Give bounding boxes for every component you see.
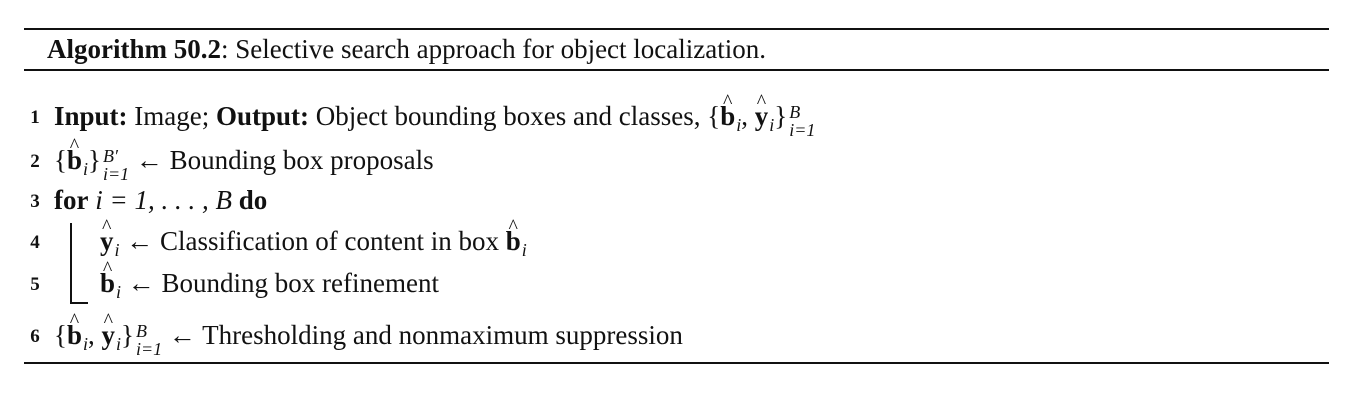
b-hat-symbol: b: [506, 225, 521, 257]
do-keyword: do: [238, 185, 268, 215]
input-text: Image;: [127, 101, 217, 131]
subscript: i=1: [789, 119, 816, 140]
loop-block-bar: [70, 223, 72, 304]
subscript-i: i: [83, 334, 89, 354]
subscript: i=1: [102, 163, 130, 184]
subscript-i: i: [116, 282, 122, 302]
close-brace: }: [121, 320, 134, 350]
line-number: 6: [30, 326, 40, 347]
line-content: {bi, yi}Bi=1 ← Thresholding and nonmaxim…: [54, 319, 683, 358]
bottom-rule: [24, 362, 1329, 364]
line-number: 4: [30, 232, 40, 253]
line-number: 2: [30, 151, 40, 172]
algorithm-label: Algorithm 50.2: [47, 34, 221, 64]
output-keyword: Output:: [216, 101, 310, 131]
superscript: B: [789, 101, 801, 122]
caption-rule: [24, 69, 1329, 71]
set-limits: B′ i=1: [103, 147, 129, 183]
close-brace: }: [88, 145, 101, 175]
line-number: 3: [30, 191, 40, 212]
b-hat-symbol: b: [720, 100, 735, 132]
line-content: bi ← Bounding box refinement: [100, 267, 439, 302]
b-hat-symbol: b: [100, 267, 115, 299]
b-hat-symbol: b: [67, 319, 82, 351]
comma: ,: [88, 320, 102, 350]
close-brace: }: [774, 101, 788, 131]
superscript: B′: [102, 145, 118, 166]
line-text: ← Thresholding and nonmaximum suppressio…: [162, 320, 683, 350]
open-brace: {: [54, 320, 67, 350]
b-hat-symbol: b: [67, 144, 82, 176]
subscript: i=1: [136, 338, 163, 359]
input-keyword: Input:: [54, 101, 128, 131]
subscript-i: i: [83, 159, 89, 179]
line-text: ← Bounding box proposals: [129, 145, 434, 175]
line-number: 1: [30, 107, 40, 128]
output-text: Object bounding boxes and classes, {: [309, 101, 721, 131]
subscript-i: i: [736, 115, 742, 135]
subscript-i: i: [521, 240, 527, 260]
open-brace: {: [54, 145, 67, 175]
loop-range: i = 1, . . . , B: [88, 185, 239, 215]
top-rule: [24, 28, 1329, 30]
line-content: {bi}B′i=1 ← Bounding box proposals: [54, 144, 434, 183]
line-text: ← Bounding box refinement: [121, 268, 439, 298]
subscript-i: i: [769, 115, 775, 135]
loop-block-end: [70, 302, 88, 304]
line-content: yi ← Classification of content in box bi: [100, 225, 527, 260]
y-hat-symbol: y: [755, 100, 769, 132]
line-content: Input: Image; Output: Object bounding bo…: [54, 100, 815, 139]
comma: ,: [741, 101, 755, 131]
y-hat-symbol: y: [100, 225, 114, 257]
for-keyword: for: [54, 185, 89, 215]
subscript-i: i: [116, 334, 122, 354]
line-number: 5: [30, 274, 40, 295]
line-content: for i = 1, . . . , B do: [54, 184, 267, 216]
superscript: B: [136, 320, 147, 341]
algorithm-caption: Algorithm 50.2: Selective search approac…: [47, 33, 766, 65]
line-text: ← Classification of content in box: [119, 226, 506, 256]
subscript-i: i: [114, 240, 120, 260]
algorithm-title: : Selective search approach for object l…: [220, 34, 766, 64]
y-hat-symbol: y: [102, 319, 116, 351]
